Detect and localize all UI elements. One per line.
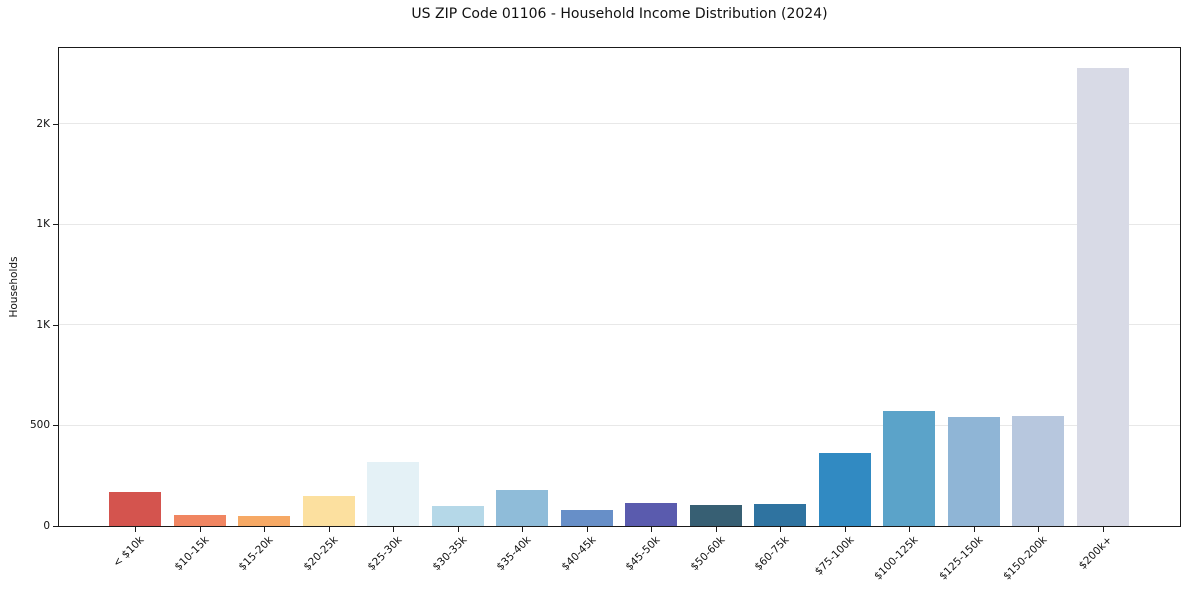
gridline-y-1500 [59,223,1180,225]
x-tick-mark-13 [909,527,910,532]
x-tick-mark-15 [1038,527,1039,532]
bar-8-4045k [560,509,613,526]
y-tick-mark-2000 [53,123,58,125]
x-tick-mark-9 [651,527,652,532]
bar-2-1015k [173,514,226,526]
x-tick-mark-3 [264,527,265,532]
y-tick-label-500: 500 [29,419,50,432]
x-tick-mark-12 [844,527,846,532]
x-tick-mark-5 [393,527,394,532]
y-axis-label: Households [8,256,20,318]
gridline-y-2000 [59,123,1180,125]
bar-12-75100k [818,453,871,526]
x-tick-label-1: < $10k [110,534,147,570]
x-tick-mark-4 [328,527,330,532]
x-tick-mark-14 [973,527,975,532]
bar-10-5060k [689,505,742,526]
y-tick-label-1500: 1K [36,218,50,231]
bar-13-100125k [883,411,935,526]
x-tick-mark-10 [715,527,717,532]
y-tick-mark-500 [53,425,58,427]
gridline-y-500 [59,424,1180,426]
bar-16-200k [1076,68,1129,526]
gridline-y-1000 [59,324,1180,326]
bar-9-4550k [625,502,677,526]
bar-15-150200k [1012,415,1064,526]
plot-area [58,47,1181,527]
bar-4-2025k [302,496,355,526]
bar-5-2530k [367,462,419,526]
x-tick-mark-8 [586,527,588,532]
x-tick-mark-2 [199,527,201,532]
bar-3-1520k [238,516,290,526]
chart-title: US ZIP Code 01106 - Household Income Dis… [411,6,828,22]
y-tick-label-2000: 2K [36,117,50,130]
bar-14-125150k [947,417,1000,526]
x-tick-mark-6 [457,527,459,532]
bar-1-10k [109,491,161,526]
x-tick-mark-16 [1102,527,1104,532]
y-tick-mark-1000 [53,324,58,326]
y-tick-mark-1500 [53,224,58,226]
bar-11-6075k [754,504,806,526]
y-tick-mark-0 [53,526,58,527]
y-tick-label-1000: 1K [36,318,50,331]
y-tick-label-0: 0 [43,520,50,532]
x-tick-mark-7 [522,527,523,532]
x-tick-mark-1 [135,527,136,532]
bar-6-3035k [431,506,484,526]
x-tick-mark-11 [780,527,781,532]
bar-7-3540k [496,489,548,526]
